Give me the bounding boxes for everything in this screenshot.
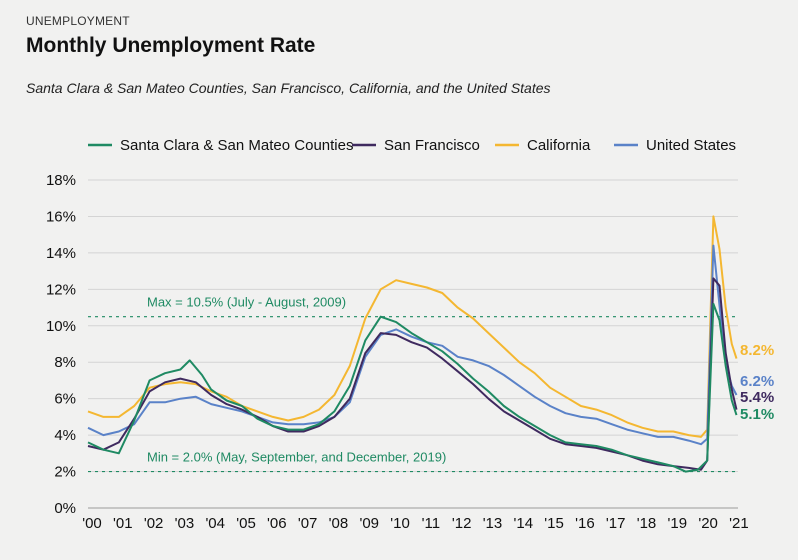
- series-line-0: [87, 302, 738, 473]
- x-tick-label: '11: [422, 515, 440, 532]
- x-tick-label: '02: [144, 515, 164, 532]
- x-tick-label: '01: [113, 515, 133, 532]
- x-tick-label: '08: [329, 515, 349, 532]
- y-tick-label: 2%: [54, 464, 76, 481]
- y-tick-label: 18%: [46, 172, 76, 189]
- end-value-label: 8.2%: [740, 342, 774, 359]
- x-tick-label: '19: [668, 515, 688, 532]
- series-line-2: [87, 215, 738, 438]
- x-tick-label: '03: [175, 515, 195, 532]
- x-tick-label: '04: [205, 515, 225, 532]
- x-tick-label: '00: [82, 515, 102, 532]
- x-tick-label: '07: [298, 515, 318, 532]
- x-tick-label: '09: [359, 515, 379, 532]
- series-line-3: [87, 244, 738, 446]
- y-tick-label: 10%: [46, 318, 76, 335]
- y-tick-label: 14%: [46, 245, 76, 262]
- max-reference-label: Max = 10.5% (July - August, 2009): [147, 295, 346, 310]
- y-tick-label: 8%: [54, 354, 76, 371]
- x-tick-label: '18: [637, 515, 657, 532]
- legend-label: Santa Clara & San Mateo Counties: [120, 137, 353, 154]
- y-tick-label: 0%: [54, 500, 76, 517]
- y-tick-label: 6%: [54, 391, 76, 408]
- legend-label: United States: [646, 137, 736, 154]
- x-tick-label: '16: [575, 515, 595, 532]
- chart-subtitle: Santa Clara & San Mateo Counties, San Fr…: [26, 80, 551, 96]
- legend-label: San Francisco: [384, 137, 480, 154]
- legend-label: California: [527, 137, 591, 154]
- series-line-1: [87, 277, 738, 471]
- x-tick-label: '06: [267, 515, 287, 532]
- x-tick-label: '15: [544, 515, 564, 532]
- x-tick-label: '20: [698, 515, 718, 532]
- chart-eyebrow: UNEMPLOYMENT: [26, 14, 130, 28]
- end-value-label: 6.2%: [740, 373, 774, 390]
- y-tick-label: 12%: [46, 281, 76, 298]
- end-value-label: 5.4%: [740, 389, 774, 406]
- x-tick-label: '21: [729, 515, 749, 532]
- x-tick-label: '14: [513, 515, 533, 532]
- x-tick-label: '12: [452, 515, 472, 532]
- x-tick-label: '13: [483, 515, 503, 532]
- min-reference-label: Min = 2.0% (May, September, and December…: [147, 450, 446, 465]
- x-tick-label: '10: [390, 515, 410, 532]
- x-tick-label: '05: [236, 515, 256, 532]
- chart-title: Monthly Unemployment Rate: [26, 34, 316, 57]
- y-tick-label: 16%: [46, 208, 76, 225]
- x-tick-label: '17: [606, 515, 626, 532]
- y-tick-label: 4%: [54, 427, 76, 444]
- end-value-label: 5.1%: [740, 406, 774, 423]
